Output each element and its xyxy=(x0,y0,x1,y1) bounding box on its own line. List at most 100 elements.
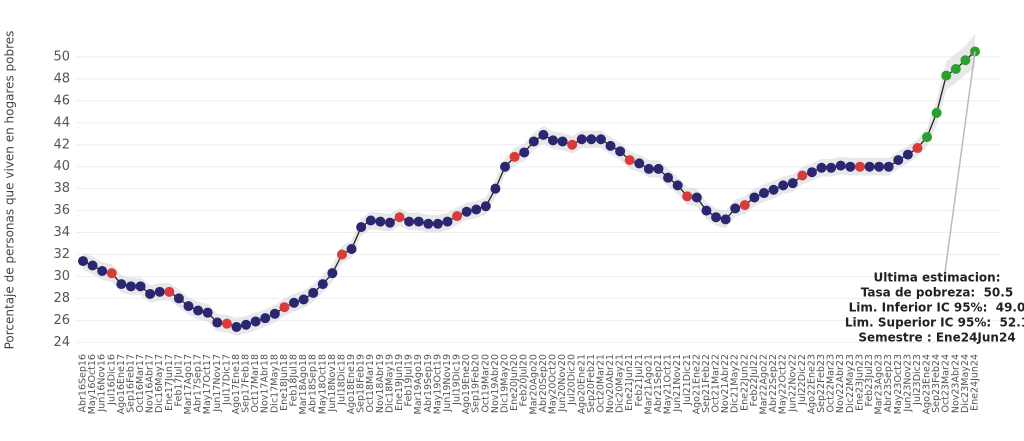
point xyxy=(106,268,117,279)
x-tick-label: Ago22Ene23 xyxy=(806,354,817,414)
x-tick-label: Ago17Ene18 xyxy=(231,354,242,414)
x-tick-label: Dic18May19 xyxy=(384,354,395,413)
point xyxy=(864,161,875,172)
x-tick-label: Mar18Ago18 xyxy=(298,354,309,414)
x-tick-label: Feb22Jul22 xyxy=(749,354,760,406)
point xyxy=(135,281,146,292)
x-tick-label: Dic16May17 xyxy=(154,354,165,413)
x-tick-label: Ene22Jun22 xyxy=(739,354,750,411)
point xyxy=(758,188,769,199)
x-tick-label: Nov22Abr23 xyxy=(835,354,846,413)
x-tick-label: Jul21Dic21 xyxy=(682,354,693,406)
point xyxy=(653,163,664,174)
x-tick-label: May18Oct18 xyxy=(317,354,328,414)
point xyxy=(701,205,712,216)
y-tick-label: 46 xyxy=(53,93,70,108)
x-tick-label: Ago16Ene17 xyxy=(116,354,127,414)
point xyxy=(576,134,587,145)
x-tick-label: Jun23Nov23 xyxy=(902,354,913,413)
annotation-text: Lim. Inferior IC 95%: 49.0 xyxy=(849,301,1024,315)
x-tick-label: Dic17May18 xyxy=(269,354,280,413)
x-tick-label: Dic23May24 xyxy=(960,354,971,413)
x-tick-label: Jun19Nov19 xyxy=(442,354,453,413)
x-tick-label: Ene17Jun17 xyxy=(164,354,175,411)
x-tick-label: Jul20Dic20 xyxy=(567,354,578,406)
x-tick-label: Feb19Jul19 xyxy=(404,354,415,406)
point xyxy=(404,216,415,227)
x-tick-label: Dic20May21 xyxy=(615,354,626,413)
x-tick-label: Jun22Nov22 xyxy=(787,354,798,413)
point xyxy=(682,191,693,202)
y-tick-label: 50 xyxy=(53,49,70,64)
point xyxy=(634,158,645,169)
point xyxy=(931,107,942,118)
point xyxy=(480,201,491,212)
x-tick-label: Abr21Sep21 xyxy=(653,354,664,413)
point xyxy=(289,297,300,308)
point xyxy=(212,317,223,328)
point xyxy=(595,134,606,145)
x-tick-label: Sep20Feb21 xyxy=(586,354,597,413)
y-tick-label: 28 xyxy=(53,291,70,306)
point xyxy=(902,149,913,160)
point xyxy=(394,212,405,223)
y-tick-label: 48 xyxy=(53,71,70,86)
y-tick-label: 32 xyxy=(53,247,70,262)
line xyxy=(82,50,976,328)
point xyxy=(365,215,376,226)
point xyxy=(231,321,242,332)
point xyxy=(260,313,271,324)
x-tick-label: Sep22Feb23 xyxy=(816,354,827,413)
x-tick-label: May19Oct19 xyxy=(432,354,443,414)
x-tick-label: Ene21Jun21 xyxy=(624,354,635,411)
x-tick-label: Abr19Sep19 xyxy=(423,354,434,413)
point xyxy=(241,319,252,330)
point xyxy=(816,162,827,173)
point xyxy=(711,212,722,223)
x-tick-label: Feb20Jul20 xyxy=(519,354,530,406)
annotation-text: Lim. Superior IC 95%: 52.1 xyxy=(845,316,1024,330)
point xyxy=(519,147,530,158)
point xyxy=(615,146,626,157)
y-tick-label: 44 xyxy=(53,115,70,130)
point xyxy=(749,192,760,203)
point xyxy=(528,136,539,147)
x-tick-label: Ago20Ene21 xyxy=(576,354,587,414)
point xyxy=(471,204,482,215)
point xyxy=(912,143,923,154)
x-tick-label: Abr23Sep23 xyxy=(883,354,894,413)
x-tick-label: Jun18Nov18 xyxy=(327,354,338,413)
x-tick-label: Jun17Nov17 xyxy=(212,354,223,413)
point xyxy=(183,301,194,312)
point xyxy=(787,178,798,189)
x-tick-label: Sep21Feb22 xyxy=(701,354,712,413)
x-tick-label: Oct19Mar20 xyxy=(480,354,491,413)
x-tick-label: Nov23Abr24 xyxy=(950,354,961,413)
point xyxy=(452,211,463,222)
x-tick-label: Jun21Nov21 xyxy=(672,354,683,413)
point xyxy=(125,281,136,292)
x-tick-label: Ago21Ene22 xyxy=(691,354,702,414)
point xyxy=(327,268,338,279)
point xyxy=(663,172,674,183)
x-tick-label: Sep23Feb24 xyxy=(931,354,942,413)
point xyxy=(356,222,367,233)
annotation-text: Semestre : Ene24Jun24 xyxy=(858,331,1015,345)
point xyxy=(557,136,568,147)
x-tick-label: Abr18Sep18 xyxy=(308,354,319,413)
x-tick-label: Jul17Dic17 xyxy=(221,354,232,406)
x-tick-label: Feb18Jul18 xyxy=(289,354,300,406)
x-tick-label: Abr16Sep16 xyxy=(78,354,89,413)
point xyxy=(826,162,837,173)
x-tick-label: Abr20Sep20 xyxy=(538,354,549,413)
point xyxy=(193,305,204,316)
x-tick-label: Feb23Jul23 xyxy=(864,354,875,406)
point xyxy=(250,316,261,327)
x-tick-label: Ago19Ene20 xyxy=(461,354,472,414)
x-tick-label: Nov21Abr22 xyxy=(720,354,731,413)
point xyxy=(586,134,597,145)
x-tick-label: Mar21Ago21 xyxy=(643,354,654,414)
point xyxy=(442,216,453,227)
point xyxy=(768,184,779,195)
